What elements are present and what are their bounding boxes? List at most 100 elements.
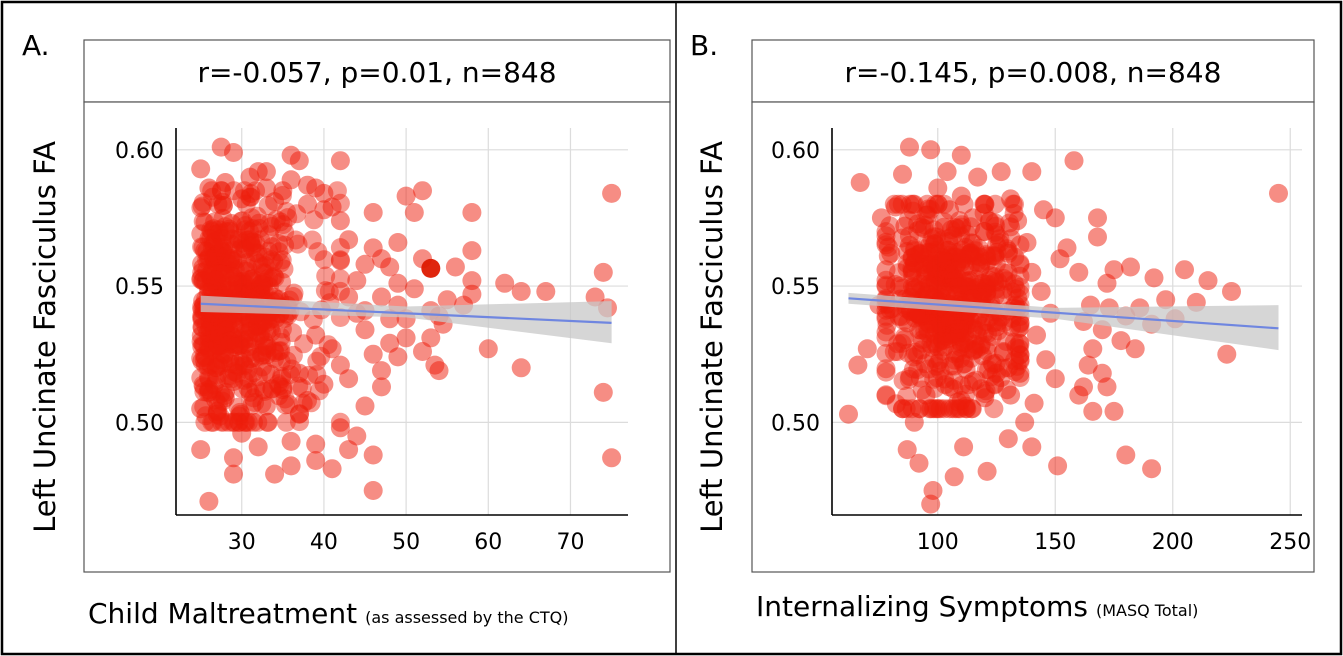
data-point [908, 345, 928, 365]
data-point [971, 334, 991, 354]
data-point [944, 268, 964, 288]
data-point [316, 266, 336, 286]
data-point [602, 183, 622, 203]
data-point [230, 351, 250, 371]
data-point [212, 274, 232, 294]
data-point [1022, 262, 1042, 282]
data-point [229, 278, 249, 298]
data-point [932, 262, 952, 282]
data-point [275, 222, 295, 242]
data-point [245, 243, 265, 262]
data-point [204, 249, 224, 269]
data-point [199, 229, 219, 248]
data-point [205, 252, 225, 272]
data-point [977, 341, 997, 361]
y-tick-label: 0.55 [115, 275, 164, 300]
data-point [894, 311, 914, 331]
data-point [224, 267, 244, 287]
panel-label: A. [22, 29, 50, 62]
axes: 30 40 50 60 70 0.50 0.55 0.60 [115, 128, 628, 555]
data-point [922, 338, 942, 357]
data-point [197, 260, 217, 280]
data-point [951, 226, 971, 246]
data-point [277, 351, 297, 371]
data-point [972, 274, 992, 293]
data-point [939, 247, 959, 267]
data-point [238, 258, 258, 278]
data-point [967, 252, 987, 272]
data-point [194, 335, 214, 355]
data-point [921, 306, 941, 325]
data-point [195, 355, 215, 375]
data-point [259, 225, 279, 245]
data-point [1064, 151, 1084, 171]
data-point [942, 272, 962, 292]
data-point [1001, 229, 1021, 249]
data-point [281, 456, 301, 476]
data-point [240, 342, 260, 362]
data-point [245, 283, 265, 303]
data-point [260, 318, 280, 338]
data-point [977, 275, 997, 295]
data-point [934, 310, 954, 330]
data-point [987, 317, 1006, 337]
data-point [971, 336, 991, 356]
data-point [956, 237, 975, 257]
data-point [197, 241, 217, 261]
data-point [264, 252, 284, 272]
data-point [235, 324, 255, 344]
data-point [257, 336, 277, 356]
data-point [909, 320, 929, 340]
data-point [224, 464, 243, 484]
data-point [254, 280, 274, 300]
data-point [235, 316, 255, 336]
data-point [208, 354, 227, 374]
data-point [959, 339, 979, 359]
data-point [904, 412, 924, 432]
data-point [286, 230, 306, 250]
data-point [1004, 274, 1024, 294]
data-point [215, 173, 235, 192]
data-point [889, 307, 909, 326]
data-point [230, 258, 250, 278]
y-tick-label: 0.50 [115, 411, 164, 436]
data-point [954, 333, 974, 353]
x-tick-label: 70 [556, 530, 584, 555]
data-point [1104, 401, 1124, 421]
data-point [330, 418, 350, 438]
data-point [265, 268, 285, 288]
data-point [938, 265, 958, 285]
data-point [947, 244, 967, 264]
data-point [230, 317, 250, 337]
data-point [247, 323, 267, 343]
data-point [237, 253, 257, 273]
data-point [202, 238, 222, 258]
data-point [904, 359, 923, 379]
data-point [961, 233, 981, 253]
data-point [939, 260, 959, 280]
data-point [876, 275, 896, 295]
data-point [193, 237, 213, 257]
data-point [209, 220, 229, 240]
data-point [363, 481, 383, 500]
data-point [256, 162, 276, 182]
data-point [221, 249, 241, 268]
data-point [602, 448, 622, 468]
data-point [947, 314, 967, 334]
data-point [955, 312, 975, 332]
data-point [254, 331, 274, 351]
data-point [876, 362, 896, 382]
data-point [963, 341, 983, 361]
data-point [251, 282, 270, 301]
data-point [254, 311, 273, 331]
data-point [205, 231, 225, 251]
data-point [957, 277, 976, 297]
data-point [478, 339, 498, 359]
data-point [925, 270, 945, 290]
data-point [954, 437, 974, 457]
data-point [593, 382, 613, 402]
data-point [934, 318, 954, 338]
data-point [192, 309, 212, 329]
data-point [198, 357, 218, 377]
data-point [225, 335, 245, 354]
